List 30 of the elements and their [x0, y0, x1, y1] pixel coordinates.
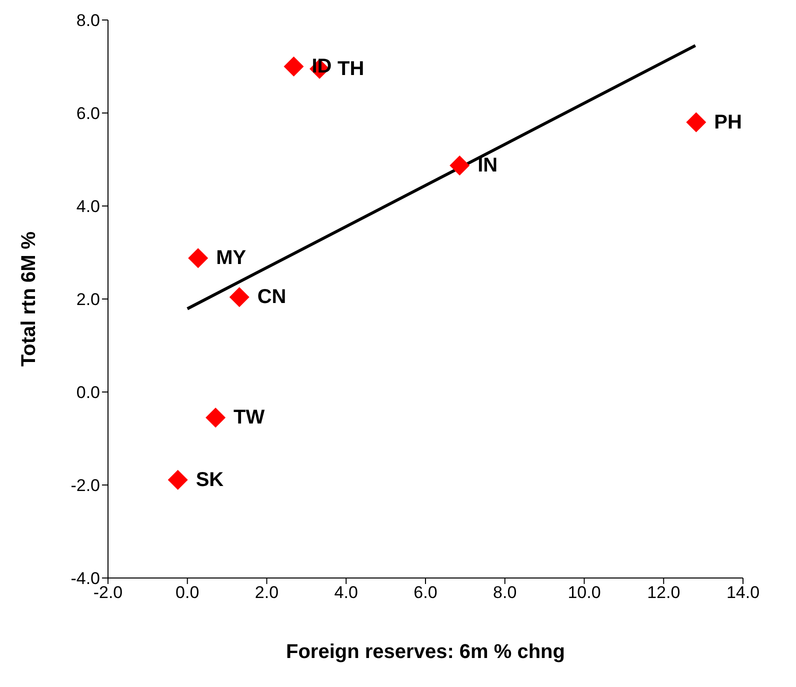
y-axis-title: Total rtn 6M % — [18, 231, 40, 367]
x-tick-label: 2.0 — [254, 583, 279, 602]
x-tick-label: 12.0 — [647, 583, 680, 602]
point — [206, 408, 226, 428]
x-tick-label: 0.0 — [176, 583, 200, 602]
point — [188, 248, 208, 268]
x-axis-title: Foreign reserves: 6m % chng — [286, 641, 565, 663]
point — [450, 156, 470, 176]
point — [284, 56, 304, 76]
point — [686, 112, 706, 132]
x-tick-label: 6.0 — [414, 583, 438, 602]
y-tick-label: -2.0 — [70, 476, 100, 496]
x-tick-label: 4.0 — [334, 583, 358, 602]
y-tick-label: 6.0 — [76, 104, 100, 124]
annotation: TW — [234, 406, 265, 429]
annotation: SK — [196, 468, 224, 491]
point — [229, 287, 250, 308]
y-tick-label: 0.0 — [76, 383, 100, 402]
annotation: IN — [478, 154, 498, 177]
x-tick-label: 10.0 — [568, 583, 601, 602]
y-tick-label: 2.0 — [76, 290, 100, 310]
x-tick-label: 14.0 — [726, 583, 760, 602]
annotation: PH — [714, 111, 742, 134]
y-tick-label: 8.0 — [76, 11, 100, 30]
point — [168, 470, 188, 490]
annotation: CN — [257, 286, 286, 308]
annotation: TH — [338, 58, 364, 80]
y-tick-label: 4.0 — [76, 197, 100, 216]
x-tick-label: 8.0 — [493, 583, 517, 602]
annotation: MY — [216, 247, 247, 270]
